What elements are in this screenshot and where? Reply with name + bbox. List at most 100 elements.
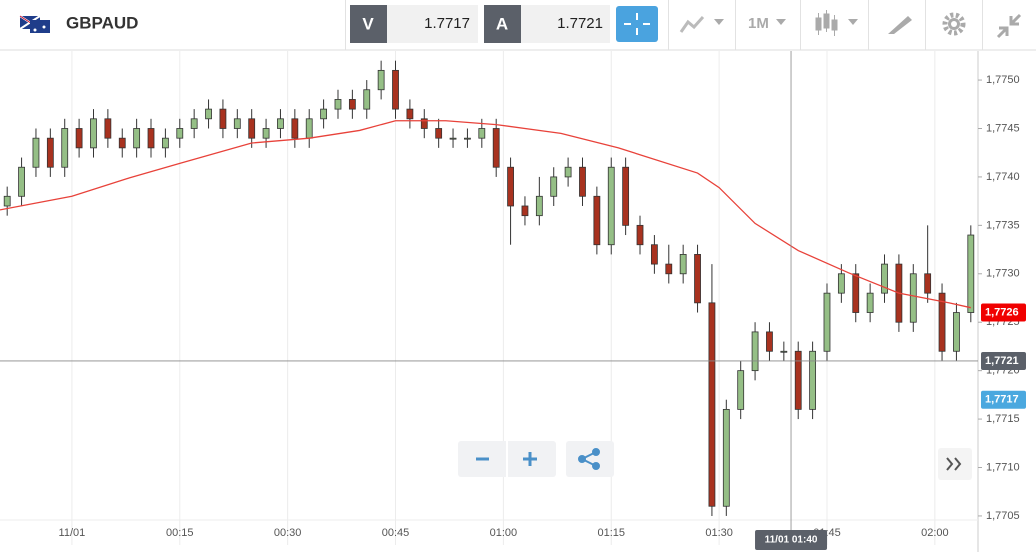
candle-body: [507, 166, 514, 207]
candle-body: [147, 128, 155, 149]
candle-body: [363, 89, 371, 110]
bid-label: V: [362, 14, 374, 33]
candle-body: [650, 244, 658, 265]
candle-body: [277, 118, 284, 129]
candle-body: [420, 118, 428, 129]
candle-body: [665, 263, 673, 275]
candle-body: [564, 166, 572, 178]
candle-body: [694, 254, 701, 304]
candle-body: [334, 99, 342, 110]
candle-body: [823, 292, 831, 352]
symbol: GBPAUD: [66, 13, 138, 32]
y-tick-label: 1,7735: [986, 219, 1020, 231]
candle-body: [75, 128, 83, 149]
candle-body: [881, 263, 888, 294]
price-tag-label: 1,7726: [985, 306, 1019, 318]
candle-body: [866, 292, 874, 313]
price-tag: [981, 390, 1026, 409]
chart-type-button[interactable]: [679, 15, 724, 33]
candle-body: [478, 128, 486, 139]
candle-body: [205, 108, 212, 120]
x-tick-label: 00:15: [166, 527, 194, 539]
y-tick-label: 1,7745: [986, 122, 1020, 134]
x-tick-label: 11/01: [59, 527, 86, 539]
candle-body: [18, 166, 25, 197]
crosshair-button[interactable]: [616, 6, 658, 42]
candle-body: [622, 166, 630, 226]
y-tick-label: 1,7730: [986, 268, 1020, 280]
zoom-in[interactable]: [523, 452, 537, 466]
candle-body: [46, 137, 54, 168]
candle-body: [953, 312, 960, 352]
moving-average-line: [0, 120, 971, 309]
candle-body: [392, 69, 399, 110]
flag: [19, 15, 50, 33]
x-tick-label: 01:00: [490, 527, 518, 539]
candle-body: [909, 273, 917, 323]
plot: 11/0100:1500:3000:4501:0001:1501:3001:45…: [0, 51, 1026, 552]
x-tick-label: 00:45: [382, 527, 410, 539]
candle-body: [161, 137, 169, 149]
y-tick-label: 1,7740: [986, 171, 1020, 183]
candle-body: [492, 128, 500, 168]
candle-body: [780, 350, 788, 353]
y-tick-label: 1,7710: [986, 461, 1020, 473]
x-tick-label: 01:15: [597, 527, 625, 539]
candle-body: [406, 108, 414, 120]
candle-body: [248, 118, 256, 139]
candle-body: [924, 273, 932, 294]
bid-price: 1.7717: [424, 15, 470, 32]
candle-body: [176, 128, 184, 139]
scroll-right[interactable]: [938, 448, 972, 480]
crosshair-x-tag: [755, 530, 828, 550]
candle-body: [435, 128, 443, 139]
x-tick-label: 02:00: [921, 527, 949, 539]
toolbar: GBPAUD V 1.7717 A 1.7721 1M: [0, 0, 1036, 51]
ask-label: A: [496, 14, 508, 33]
candle-body: [190, 118, 198, 129]
y-tick-label: 1,7750: [986, 74, 1020, 86]
candle-body: [233, 118, 241, 129]
candle-body: [90, 118, 97, 149]
y-tick-label: 1,7715: [986, 413, 1020, 425]
candle-body: [679, 254, 687, 275]
candle-body: [32, 137, 40, 168]
candle-body: [809, 350, 817, 410]
settings-button[interactable]: [942, 12, 966, 36]
candle-body: [852, 273, 860, 313]
candle-body: [593, 195, 601, 246]
candle-body: [550, 176, 558, 197]
candle-body: [837, 273, 845, 294]
candle-body: [118, 137, 126, 149]
candle-body: [535, 195, 543, 217]
candle-body: [305, 118, 313, 139]
candle-body: [219, 108, 227, 129]
candle-body: [291, 118, 299, 139]
candle-body: [61, 128, 69, 168]
candle-body: [737, 370, 745, 410]
candle-type-button[interactable]: [815, 10, 858, 36]
candle-body: [766, 331, 773, 352]
price-tag-label: 1,7717: [985, 394, 1019, 406]
candle-body: [722, 408, 730, 507]
price-tag: [981, 303, 1026, 322]
crosshair-x-label: 11/01 01:40: [765, 535, 818, 546]
x-tick-label: 01:30: [705, 527, 733, 539]
timeframe[interactable]: 1M: [748, 15, 769, 32]
y-tick-label: 1,7705: [986, 510, 1020, 522]
candle-body: [348, 99, 356, 110]
candle-body: [320, 108, 328, 120]
share-button[interactable]: [566, 441, 614, 477]
ask-price: 1.7721: [557, 15, 603, 32]
candle-body: [3, 195, 11, 207]
minimize-button[interactable]: [996, 13, 1022, 39]
candle-body: [133, 128, 141, 149]
candle-body: [464, 137, 471, 140]
candle-body: [967, 234, 975, 313]
candle-body: [938, 292, 946, 352]
draw-button[interactable]: [888, 16, 912, 34]
candle-body: [377, 69, 385, 91]
candle-body: [794, 350, 802, 410]
crosshair-y-tag: [981, 351, 1026, 370]
